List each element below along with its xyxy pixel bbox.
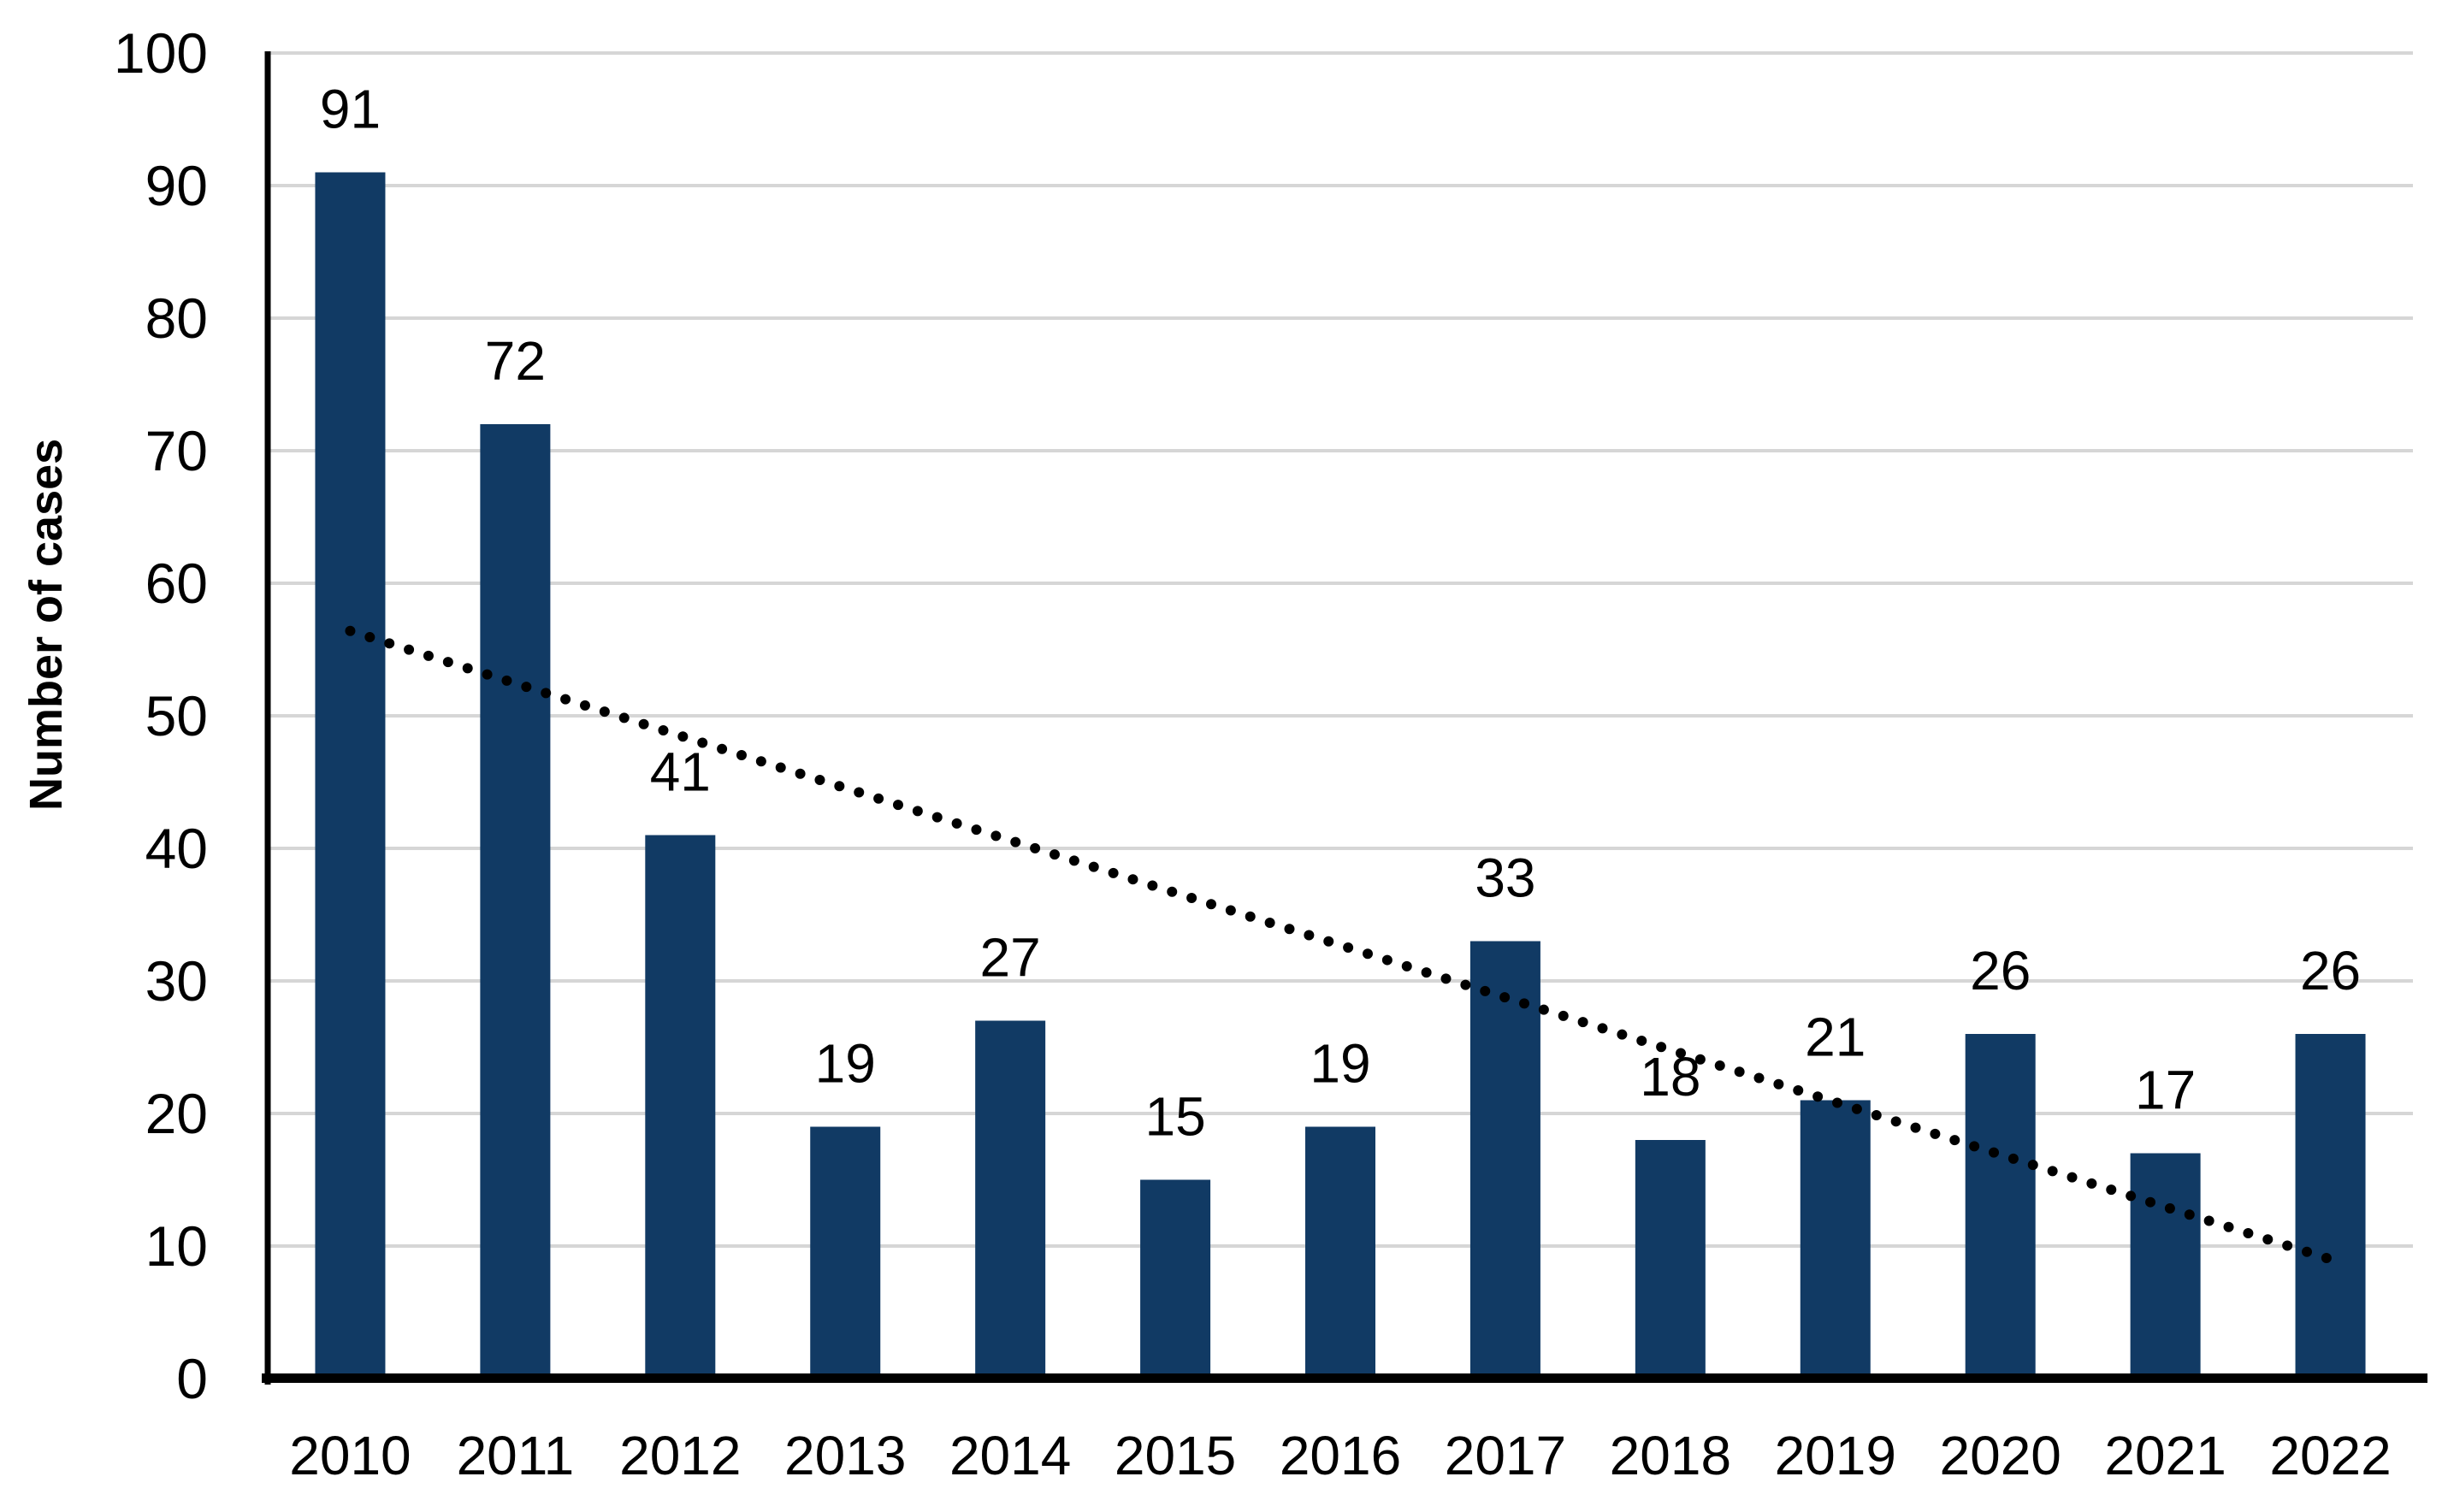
data-label: 41 xyxy=(650,741,711,803)
data-label: 18 xyxy=(1640,1046,1700,1107)
y-tick-label: 0 xyxy=(176,1347,208,1410)
x-tick-label: 2011 xyxy=(457,1425,575,1486)
x-tick-label: 2013 xyxy=(784,1425,906,1486)
y-tick-label: 40 xyxy=(145,817,208,880)
bar-2019 xyxy=(1800,1100,1871,1379)
data-label: 19 xyxy=(815,1033,876,1095)
data-label: 17 xyxy=(2135,1060,2196,1121)
bar-2018 xyxy=(1635,1140,1706,1379)
y-tick-label: 50 xyxy=(145,684,208,747)
x-tick-label: 2021 xyxy=(2104,1425,2226,1486)
x-tick-label: 2015 xyxy=(1115,1425,1236,1486)
y-tick-label: 100 xyxy=(114,21,208,85)
y-tick-label: 80 xyxy=(145,286,208,350)
x-tick-label: 2020 xyxy=(1940,1425,2061,1486)
bar-2021 xyxy=(2130,1153,2201,1379)
data-label: 26 xyxy=(2300,940,2361,1001)
y-tick-label: 20 xyxy=(145,1082,208,1145)
bar-2017 xyxy=(1469,941,1540,1379)
x-tick-label: 2014 xyxy=(949,1425,1071,1486)
trendline xyxy=(345,625,2336,1265)
data-label: 72 xyxy=(485,330,546,392)
x-tick-label: 2018 xyxy=(1610,1425,1731,1486)
data-label: 21 xyxy=(1805,1007,1866,1068)
bar-2012 xyxy=(645,835,716,1379)
bar-2020 xyxy=(1965,1034,2036,1379)
x-tick-label: 2017 xyxy=(1445,1425,1566,1486)
y-tick-label: 30 xyxy=(145,949,208,1013)
bar-2015 xyxy=(1140,1179,1211,1379)
bar-2013 xyxy=(810,1126,881,1379)
y-tick-label: 60 xyxy=(145,552,208,615)
x-tick-label: 2012 xyxy=(619,1425,741,1486)
data-label: 33 xyxy=(1475,848,1535,909)
data-label: 15 xyxy=(1144,1086,1205,1148)
data-label: 27 xyxy=(980,927,1041,989)
x-tick-label: 2022 xyxy=(2269,1425,2391,1486)
x-tick-label: 2019 xyxy=(1775,1425,1896,1486)
bar-2011 xyxy=(480,424,551,1379)
bar-2010 xyxy=(315,172,386,1379)
bar-2016 xyxy=(1305,1126,1375,1379)
x-tick-label: 2016 xyxy=(1280,1425,1401,1486)
y-tick-label: 70 xyxy=(145,419,208,482)
data-label: 91 xyxy=(320,79,381,140)
y-axis-line xyxy=(264,51,271,1385)
bar-2014 xyxy=(975,1020,1046,1379)
y-tick-label: 90 xyxy=(145,154,208,217)
data-label: 19 xyxy=(1310,1033,1370,1095)
y-tick-label: 10 xyxy=(145,1214,208,1278)
bar-2022 xyxy=(2295,1034,2366,1379)
x-tick-label: 2010 xyxy=(289,1425,411,1486)
x-axis-line xyxy=(262,1373,2427,1383)
data-label: 26 xyxy=(1970,940,2031,1001)
